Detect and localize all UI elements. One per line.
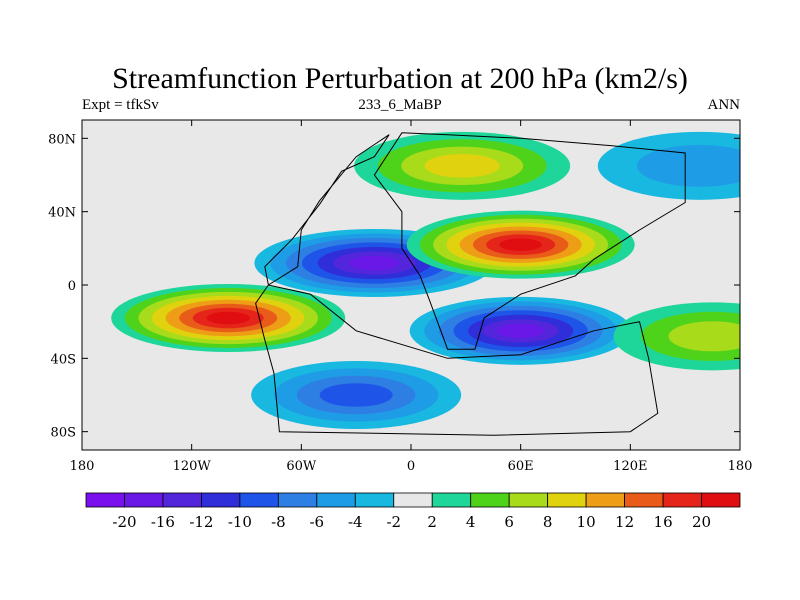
contour-band [497,323,545,339]
x-tick-label: 60W [286,459,317,474]
colorbar-label: 2 [427,513,437,531]
season-label: ANN [707,97,741,113]
colorbar-swatch [354,492,395,508]
contour-band [499,238,542,251]
field-feature [111,284,346,352]
colorbar-label: -8 [271,513,286,531]
contour-band [668,321,740,352]
colorbar-swatch [431,492,472,508]
contour-band [349,255,400,271]
x-tick-label: 180 [70,459,95,474]
y-tick-label: 80N [48,132,76,147]
colorbar-label: 6 [504,513,514,531]
colorbar-swatch [624,492,664,508]
y-tick-label: 80S [51,426,76,441]
colorbar-swatch [239,492,279,508]
colorbar-swatch [201,492,241,508]
continent-outline-south-america [255,284,659,436]
colorbar-swatch [316,492,356,508]
field-feature [354,131,571,200]
y-tick-label: 40S [51,352,76,367]
x-tick-label: 0 [407,459,415,474]
contour-band [424,154,500,178]
colorbar-label: 10 [577,513,596,531]
colorbar-swatch [547,492,587,508]
colorbar-swatch [508,492,549,508]
colorbar-label: 16 [654,513,673,531]
colorbar-swatch [701,492,741,508]
x-tick-label: 120W [173,459,212,474]
x-tick-label: 60E [508,459,534,474]
plot-area [82,120,740,450]
field-feature [613,302,740,371]
field-feature [406,210,635,279]
field-feature [409,296,632,365]
x-tick-label: 120E [613,459,647,474]
colorbar: -20 -16 -12 -10 -8 -6 -4 -2 2 4 6 8 10 12 16 20 [85,492,741,531]
colorbar-swatch [470,492,510,508]
y-tick-label: 0 [68,279,76,294]
colorbar-label: -12 [189,513,213,531]
contour-band [206,311,251,325]
x-tick-label: 180 [728,459,753,474]
colorbar-label: -10 [228,513,252,531]
colorbar-swatch [585,492,625,508]
y-tick-label: 40N [48,206,76,221]
colorbar-label: -4 [348,513,363,531]
contour-band [319,383,393,407]
colorbar-label: 12 [615,513,634,531]
colorbar-label: 20 [692,513,711,531]
field-feature [251,361,462,429]
experiment-label: Expt = tfkSv [82,97,159,113]
colorbar-label: 4 [466,513,476,531]
colorbar-label: -16 [151,513,175,531]
chart-title: Streamfunction Perturbation at 200 hPa (… [112,62,688,95]
continent-outlines [255,132,686,436]
axes: 180 120W 60W 0 60E 120E 180 80N 40N 0 40S 80S [48,120,752,474]
colorbar-swatch [124,492,164,508]
colorbar-label: 8 [543,513,553,531]
colorbar-swatch [162,492,202,508]
continent-outline-eurasia-africa [373,132,686,350]
run-label: 233_6_MaBP [358,97,442,113]
colorbar-label: -20 [112,513,136,531]
colorbar-label: -6 [309,513,324,531]
field-feature [597,131,740,200]
colorbar-swatch [393,492,433,508]
colorbar-swatch [277,492,318,508]
contour-band [637,144,740,187]
colorbar-swatch [662,492,702,508]
colorbar-swatch [85,492,125,508]
colorbar-label: -2 [386,513,401,531]
